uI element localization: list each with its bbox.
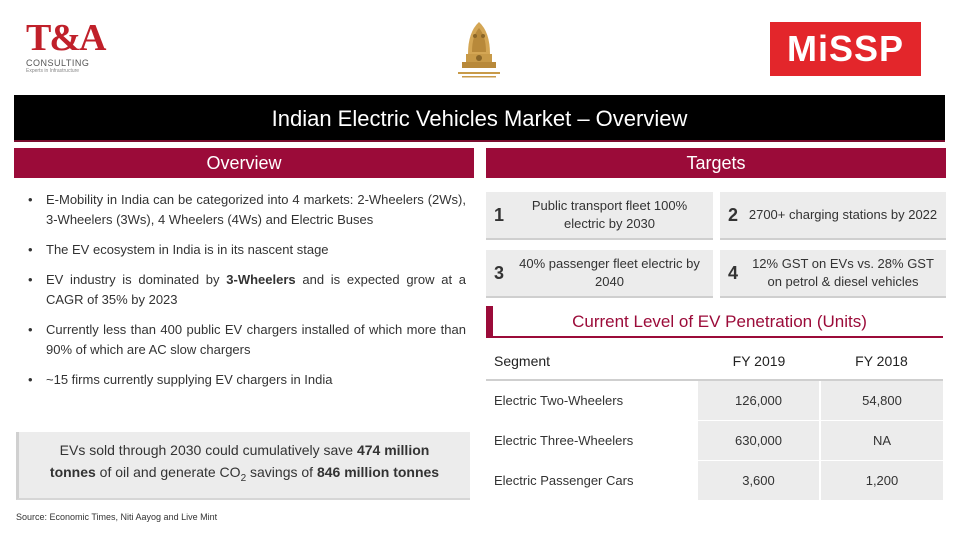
savings-co2-amount: 846 million tonnes	[316, 464, 440, 480]
column-header-fy2019: FY 2019	[698, 342, 820, 381]
target-card: 4 12% GST on EVs vs. 28% GST on petrol &…	[720, 250, 946, 298]
target-text: 40% passenger fleet electric by 2040	[519, 256, 700, 289]
savings-oil-unit: tonnes	[49, 464, 96, 480]
overview-bullet: • EV industry is dominated by 3-Wheelers…	[24, 270, 466, 310]
savings-callout: EVs sold through 2030 could cumulatively…	[16, 432, 470, 500]
fy2019-cell: 3,600	[698, 460, 820, 501]
bullet-icon: •	[28, 242, 33, 257]
target-number: 4	[727, 262, 738, 283]
target-number: 2	[727, 204, 738, 225]
fy2019-cell: 126,000	[698, 380, 820, 421]
bullet-text: ~15 firms currently supplying EV charger…	[46, 372, 333, 387]
bullet-text-bold: 3-Wheelers	[226, 272, 296, 287]
penetration-title: Current Level of EV Penetration (Units)	[572, 312, 867, 331]
fy2018-cell: 1,200	[819, 460, 943, 501]
ta-logo-tagline: Experts in Infrastructure	[26, 68, 80, 74]
co2-subscript: 2	[240, 472, 247, 484]
bullet-text-post: and is expected grow at a CAGR of 35% by…	[46, 272, 467, 307]
bullet-text: E-Mobility in India can be categorized i…	[46, 192, 466, 227]
missp-logo: MiSSP	[770, 22, 921, 76]
title-bar: Indian Electric Vehicles Market – Overvi…	[14, 95, 945, 142]
table-row: Electric Passenger Cars 3,600 1,200	[486, 460, 943, 501]
penetration-header: Current Level of EV Penetration (Units)	[486, 306, 943, 338]
fy2018-cell: 54,800	[819, 380, 943, 421]
savings-oil-amount: 474 million	[356, 442, 430, 458]
national-emblem-icon	[448, 14, 510, 80]
source-note: Source: Economic Times, Niti Aayog and L…	[16, 512, 218, 522]
target-text: Public transport fleet 100% electric by …	[531, 198, 688, 231]
target-card: 3 40% passenger fleet electric by 2040	[486, 250, 713, 298]
segment-cell: Electric Passenger Cars	[486, 460, 698, 501]
target-text: 2700+ charging stations by 2022	[748, 207, 938, 222]
savings-text-2: of oil and generate CO	[95, 464, 241, 480]
target-number: 3	[493, 262, 504, 283]
target-card: 2 2700+ charging stations by 2022	[720, 192, 946, 240]
overview-heading: Overview	[14, 148, 474, 178]
overview-bullet: • The EV ecosystem in India is in its na…	[24, 240, 466, 260]
page-title: Indian Electric Vehicles Market – Overvi…	[271, 106, 688, 131]
savings-text-1: EVs sold through 2030 could cumulatively…	[59, 442, 357, 458]
column-header-segment: Segment	[486, 342, 698, 381]
bullet-icon: •	[28, 372, 33, 387]
table-header-row: Segment FY 2019 FY 2018	[486, 342, 943, 381]
ev-penetration-table: Segment FY 2019 FY 2018 Electric Two-Whe…	[486, 342, 943, 501]
fy2018-cell: NA	[819, 420, 943, 461]
overview-bullet: • Currently less than 400 public EV char…	[24, 320, 466, 360]
bullet-text: The EV ecosystem in India is in its nasc…	[46, 242, 329, 257]
bullet-icon: •	[28, 192, 33, 207]
ta-logo-mark: T&A	[26, 17, 106, 59]
overview-bullet: • E-Mobility in India can be categorized…	[24, 190, 466, 230]
accent-strip	[486, 306, 493, 338]
ta-consulting-logo: T&A CONSULTING Experts in Infrastructure	[26, 18, 106, 78]
overview-bullet-list: • E-Mobility in India can be categorized…	[24, 190, 466, 400]
bullet-text-pre: EV industry is dominated by	[46, 272, 227, 287]
overview-bullet: • ~15 firms currently supplying EV charg…	[24, 370, 466, 390]
target-card: 1 Public transport fleet 100% electric b…	[486, 192, 713, 240]
segment-cell: Electric Two-Wheelers	[486, 380, 698, 421]
savings-text-3: savings of	[246, 464, 317, 480]
fy2019-cell: 630,000	[698, 420, 820, 461]
table-row: Electric Two-Wheelers 126,000 54,800	[486, 380, 943, 421]
bullet-icon: •	[28, 272, 33, 287]
target-text: 12% GST on EVs vs. 28% GST on petrol & d…	[752, 256, 934, 289]
segment-cell: Electric Three-Wheelers	[486, 420, 698, 461]
ta-logo-subtitle: CONSULTING	[26, 58, 90, 68]
bullet-text: Currently less than 400 public EV charge…	[46, 322, 466, 357]
table-row: Electric Three-Wheelers 630,000 NA	[486, 420, 943, 461]
column-header-fy2018: FY 2018	[820, 342, 943, 381]
bullet-icon: •	[28, 322, 33, 337]
target-number: 1	[493, 204, 504, 225]
targets-heading: Targets	[486, 148, 946, 178]
missp-logo-text: MiSSP	[786, 28, 905, 69]
